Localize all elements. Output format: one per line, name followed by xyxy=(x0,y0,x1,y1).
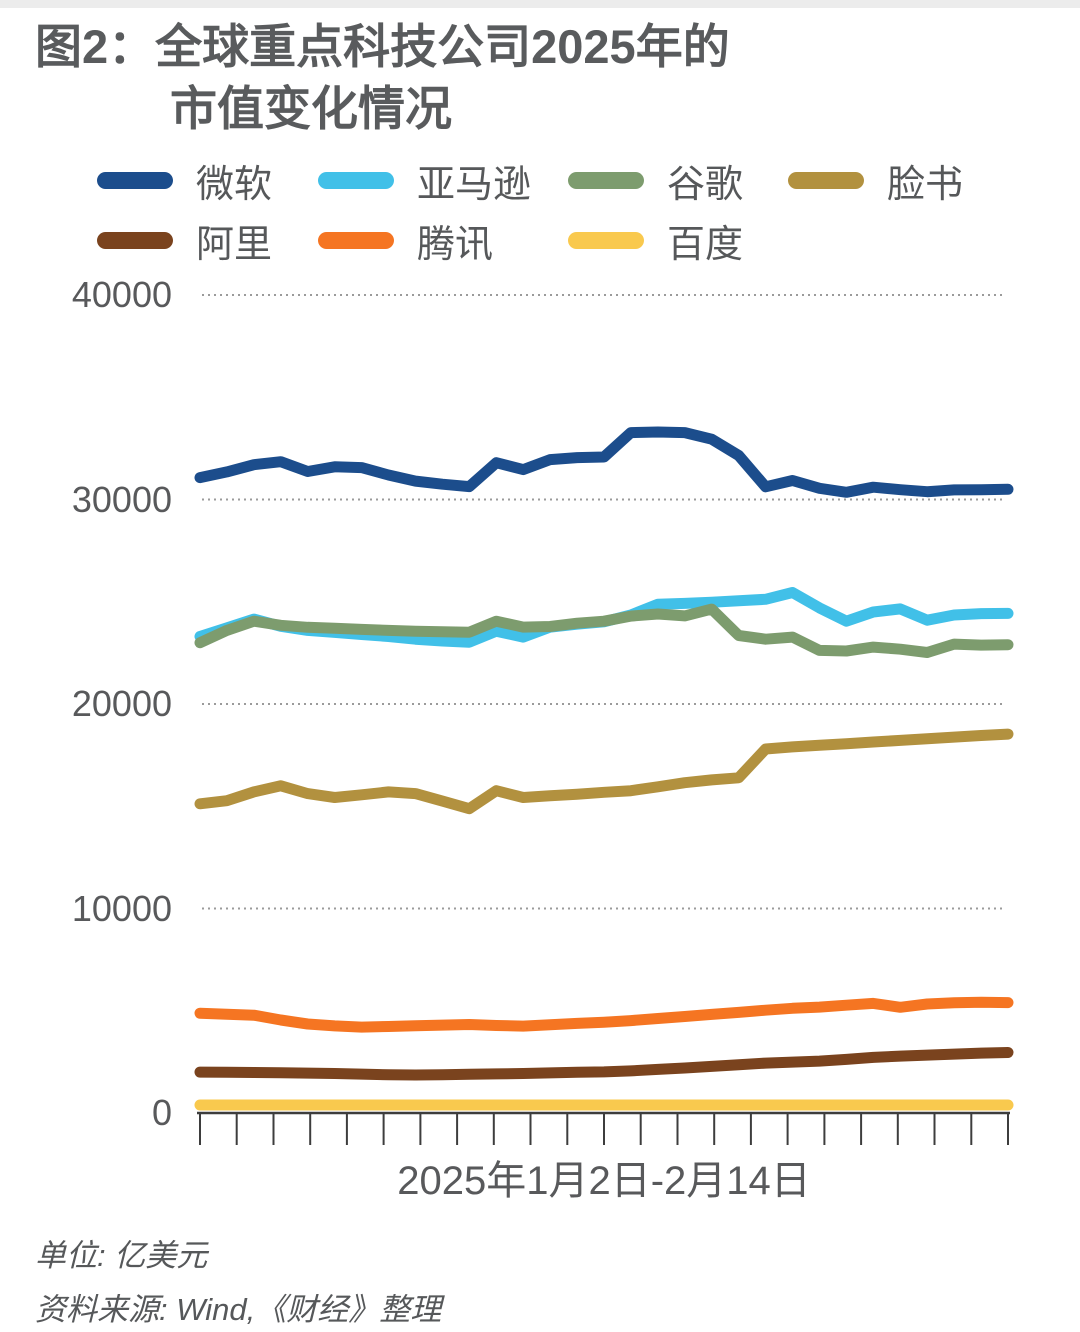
top-strip xyxy=(0,0,1080,8)
legend-swatch-icon xyxy=(97,171,173,189)
figure-title-line1: 图2：全球重点科技公司2025年的 xyxy=(35,20,730,73)
legend-item-微软: 微软 xyxy=(97,160,272,206)
legend-swatch-icon xyxy=(568,171,644,189)
legend-item-亚马逊: 亚马逊 xyxy=(318,160,531,206)
legend-label: 百度 xyxy=(667,223,744,266)
y-tick-label: 30000 xyxy=(71,478,172,520)
legend-label: 腾讯 xyxy=(417,223,494,266)
figure-title-line2: 市值变化情况 xyxy=(170,82,452,135)
legend-item-脸书: 脸书 xyxy=(788,160,963,206)
figure-title: 图2：全球重点科技公司2025年的 市值变化情况 xyxy=(35,16,730,140)
unit-note: 单位: 亿美元 xyxy=(35,1238,208,1273)
series-line-脸书 xyxy=(194,728,1014,815)
y-tick-label: 20000 xyxy=(71,683,172,724)
series-line-谷歌 xyxy=(194,603,1014,658)
y-tick-label: 10000 xyxy=(71,887,172,929)
legend-label: 谷歌 xyxy=(667,163,744,206)
source-note: 资料来源: Wind,《财经》整理 xyxy=(35,1292,442,1327)
legend-label: 脸书 xyxy=(887,163,964,206)
legend-swatch-icon xyxy=(568,231,644,249)
legend-label: 微软 xyxy=(196,163,273,206)
legend-item-谷歌: 谷歌 xyxy=(568,160,743,206)
legend-label: 亚马逊 xyxy=(417,163,532,206)
series-line-微软 xyxy=(194,426,1014,498)
x-axis-label: 2025年1月2日-2月14日 xyxy=(397,1159,811,1203)
legend-label: 阿里 xyxy=(196,223,273,266)
legend-item-阿里: 阿里 xyxy=(97,220,272,266)
legend-swatch-icon xyxy=(788,171,864,189)
series-line-阿里 xyxy=(194,1047,1014,1081)
y-tick-label: 0 xyxy=(151,1092,172,1133)
legend-swatch-icon xyxy=(318,171,394,189)
legend-swatch-icon xyxy=(97,231,173,249)
legend-item-百度: 百度 xyxy=(568,220,743,266)
series-line-腾讯 xyxy=(194,996,1014,1033)
legend-swatch-icon xyxy=(318,231,394,249)
y-tick-label: 40000 xyxy=(71,274,172,315)
legend-item-腾讯: 腾讯 xyxy=(318,220,493,266)
